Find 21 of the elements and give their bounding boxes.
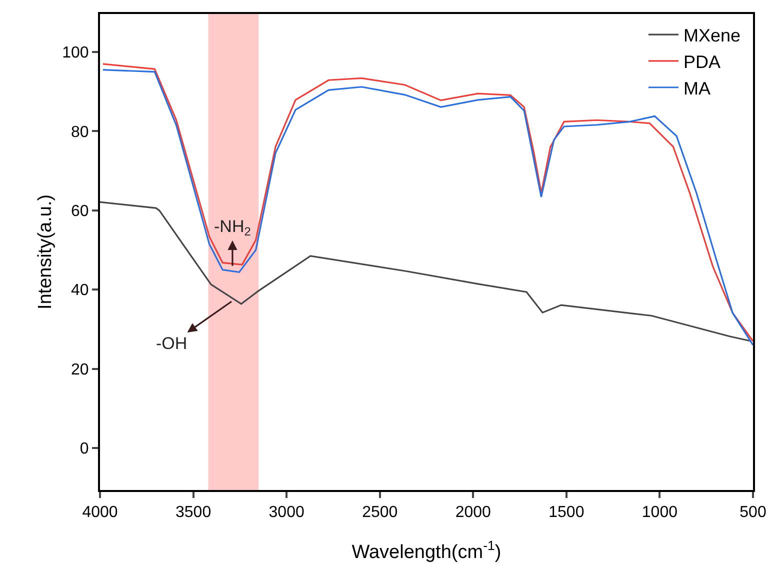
y-tick-label: 100 — [62, 44, 89, 62]
annotation: -OH — [156, 334, 188, 353]
y-tick-label: 60 — [71, 203, 89, 220]
legend-label: MA — [683, 78, 710, 98]
annotation: -NH$_{2}$ — [214, 217, 252, 239]
x-tick-label: 4000 — [82, 504, 118, 522]
y-tick-label: 20 — [71, 361, 89, 378]
y-tick-label: 40 — [71, 282, 89, 300]
legend-label: MXene — [683, 26, 741, 46]
y-tick-label: 80 — [71, 124, 89, 141]
x-tick-label: 2000 — [455, 504, 492, 522]
y-tick-label: 0 — [80, 440, 89, 458]
x-tick-label: 2500 — [362, 504, 398, 522]
x-tick-label: 3500 — [175, 504, 212, 522]
x-tick-label: 3000 — [268, 504, 304, 522]
x-axis-title: Wavelength(cm$^{-1}$) — [352, 538, 502, 563]
x-tick-label: 1500 — [548, 504, 584, 522]
y-axis-title: Intensity(a.u.) — [35, 194, 56, 310]
legend-label: PDA — [683, 52, 720, 72]
x-tick-label: 1000 — [642, 504, 678, 522]
x-tick-label: 500 — [740, 504, 766, 522]
